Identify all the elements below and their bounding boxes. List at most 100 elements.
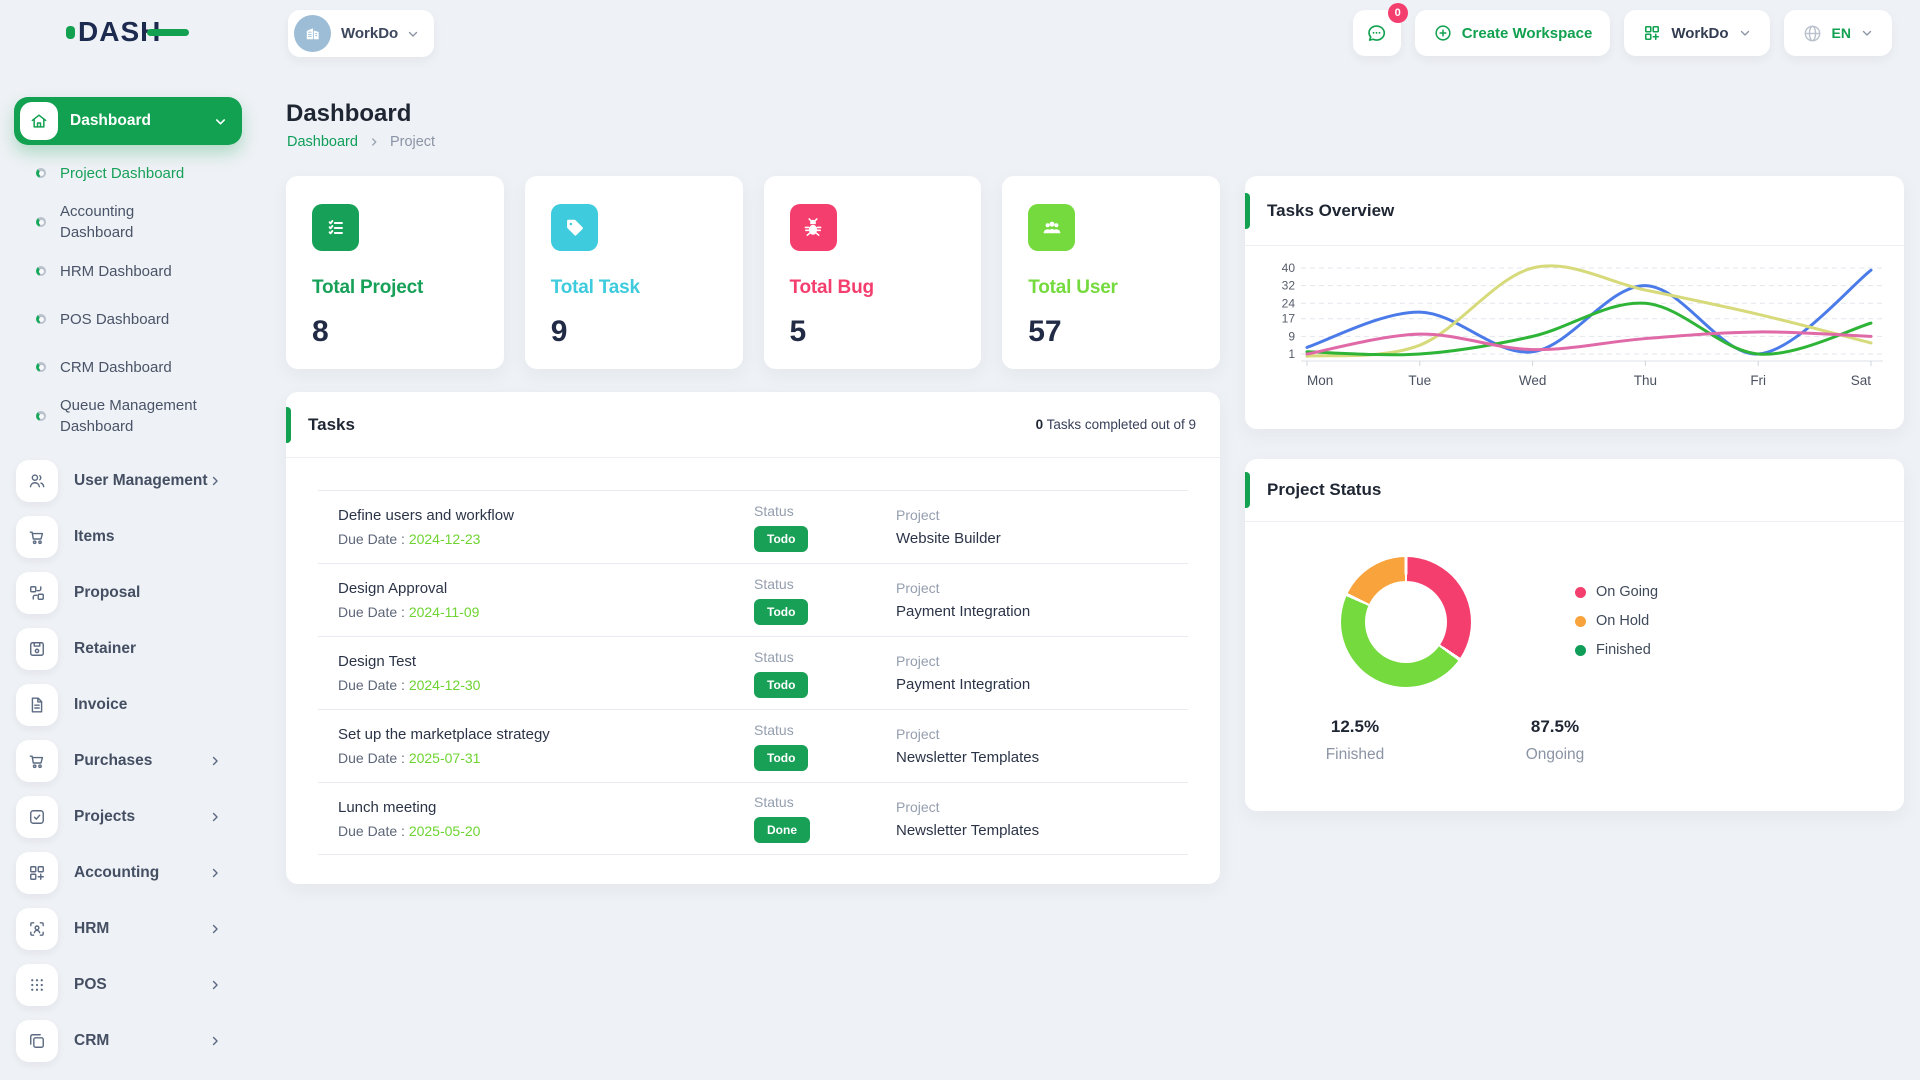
summary-card-value: 8	[312, 315, 329, 348]
sidebar-item-retainer[interactable]: Retainer	[0, 621, 260, 677]
status-badge: Todo	[754, 598, 809, 625]
summary-cards-row: Total Project 8 Total Task 9 Total Bug 5 Total…	[286, 176, 1220, 369]
breadcrumb-dashboard-link[interactable]: Dashboard	[287, 134, 358, 150]
status-badge: Todo	[754, 671, 809, 698]
sidebar-item-user-management[interactable]: User Management	[0, 453, 260, 509]
sidebar-item-label: Accounting	[74, 864, 160, 881]
task-due-date: Due Date : 2024-12-30	[338, 677, 481, 693]
workspace-menu-button[interactable]: WorkDo	[1624, 10, 1770, 56]
tasks-card-header: Tasks 0 Tasks completed out of 9	[286, 392, 1220, 458]
sidebar-item-items[interactable]: Items	[0, 509, 260, 565]
task-row-set-up-the-marketplace-strategy: Set up the marketplace strategy Due Date …	[318, 709, 1188, 782]
sidebar-item-label: Projects	[74, 808, 136, 825]
workspace-avatar-building-icon	[294, 15, 331, 52]
sidebar-subitem-crm-dashboard[interactable]: CRM Dashboard	[0, 343, 260, 391]
breadcrumb-current: Project	[389, 134, 436, 150]
svg-text:9: 9	[1288, 329, 1295, 343]
svg-text:1: 1	[1288, 347, 1295, 361]
task-project-cell: Project Website Builder	[896, 507, 1188, 547]
status-column-label: Status	[754, 721, 794, 738]
sidebar-item-projects[interactable]: Projects	[0, 789, 260, 845]
chevron-right-icon	[208, 754, 222, 768]
sidebar-subitem-project-dashboard[interactable]: Project Dashboard	[0, 149, 260, 197]
tasks-completed-summary: 0 Tasks completed out of 9	[1036, 417, 1196, 432]
legend-item-finished: Finished	[1575, 642, 1658, 658]
plus-circle-icon	[1433, 23, 1453, 43]
check-square-icon	[16, 796, 58, 838]
sidebar-item-accounting[interactable]: Accounting	[0, 845, 260, 901]
create-workspace-label: Create Workspace	[1461, 24, 1593, 42]
sidebar-subitem-hrm-dashboard[interactable]: HRM Dashboard	[0, 247, 260, 295]
bullet-icon	[36, 266, 46, 276]
sidebar-subitem-label: HRM Dashboard	[60, 262, 172, 280]
bullet-icon	[36, 168, 46, 178]
task-status-cell: Status Done	[754, 794, 896, 843]
tag-icon	[550, 204, 598, 251]
bullet-icon	[36, 217, 46, 227]
legend-dot	[1575, 586, 1586, 598]
user-scan-icon	[16, 908, 58, 950]
sidebar-item-hrm[interactable]: HRM	[0, 901, 260, 957]
finished-stat: 12.5% Finished	[1285, 717, 1425, 764]
sidebar-item-dashboard[interactable]: Dashboard	[14, 97, 242, 145]
task-status-cell: Status Todo	[754, 649, 896, 698]
task-project-name: Newsletter Templates	[896, 749, 1040, 766]
summary-card-value: 57	[1028, 315, 1062, 348]
language-selector[interactable]: EN	[1783, 10, 1892, 56]
chevron-right-icon	[208, 810, 222, 824]
dash-logo: DASH	[66, 16, 190, 48]
project-status-header: Project Status	[1245, 459, 1904, 522]
sidebar-item-proposal[interactable]: Proposal	[0, 565, 260, 621]
sidebar-item-pos[interactable]: POS	[0, 957, 260, 1013]
card-accent-bar	[1245, 472, 1250, 508]
create-workspace-button[interactable]: Create Workspace	[1414, 10, 1611, 56]
sidebar-subitem-accounting-dashboard[interactable]: Accounting Dashboard	[0, 197, 260, 247]
summary-card-total-task: Total Task 9	[524, 176, 743, 369]
workspace-selector[interactable]: WorkDo	[288, 10, 435, 57]
task-row-define-users-and-workflow: Define users and workflow Due Date : 2024…	[318, 490, 1188, 563]
grid-plus-icon	[1642, 23, 1662, 43]
legend-item-on-hold: On Hold	[1575, 613, 1658, 629]
messages-button[interactable]: 0	[1352, 3, 1408, 56]
task-info: Define users and workflow Due Date : 2024…	[338, 507, 754, 547]
ongoing-stat: 87.5% Ongoing	[1485, 717, 1625, 764]
stat-label: Finished	[1325, 746, 1385, 763]
task-name: Design Test	[338, 653, 417, 670]
sidebar-subitem-pos-dashboard[interactable]: POS Dashboard	[0, 295, 260, 343]
sidebar-subitem-label: POS Dashboard	[60, 310, 170, 328]
summary-card-label: Total Project	[312, 277, 424, 298]
sidebar-item-crm[interactable]: CRM	[0, 1013, 260, 1069]
task-name: Set up the marketplace strategy	[338, 726, 550, 743]
page-title: Dashboard	[286, 100, 412, 127]
chevron-right-icon	[208, 978, 222, 992]
task-due-date: Due Date : 2024-11-09	[338, 604, 480, 620]
topbar-actions: 0 Create Workspace WorkDo	[1352, 3, 1892, 56]
chevron-right-icon	[208, 474, 222, 488]
breadcrumb: Dashboard Project	[287, 134, 435, 150]
tasks-overview-card: Tasks Overview 1 9 17 24 32 40 Mon Tue Wed Thu Fri…	[1245, 176, 1904, 429]
sidebar-subitem-queue-management-dashboard[interactable]: Queue Management Dashboard	[0, 391, 260, 441]
sidebar-subitem-label: Queue Management Dashboard	[60, 397, 197, 435]
task-project-name: Payment Integration	[896, 676, 1031, 693]
summary-card-total-user: Total User 57	[1002, 176, 1220, 369]
task-project-cell: Project Payment Integration	[896, 580, 1188, 620]
sidebar-item-label: Dashboard	[70, 112, 151, 129]
legend-label: Finished	[1596, 642, 1651, 658]
task-name: Lunch meeting	[338, 798, 437, 816]
task-due-date-value: 2024-12-30	[408, 677, 481, 693]
tasks-completed-suffix: Tasks completed out of 9	[1043, 417, 1196, 432]
status-badge: Todo	[754, 744, 809, 771]
task-status-cell: Status Todo	[754, 576, 896, 625]
users-group-icon	[1028, 204, 1076, 251]
cart-icon	[16, 516, 58, 558]
sidebar-item-purchases[interactable]: Purchases	[0, 733, 260, 789]
users-icon	[16, 460, 58, 502]
sidebar-subitem-label: CRM Dashboard	[60, 358, 172, 376]
sidebar-item-invoice[interactable]: Invoice	[0, 677, 260, 733]
home-icon	[20, 102, 58, 140]
task-info: Design Test Due Date : 2024-12-30	[338, 653, 754, 693]
task-due-date: Due Date : 2025-05-20	[338, 822, 481, 839]
task-list: Define users and workflow Due Date : 2024…	[318, 490, 1188, 855]
task-project-cell: Project Payment Integration	[896, 653, 1188, 693]
svg-text:17: 17	[1282, 312, 1296, 326]
